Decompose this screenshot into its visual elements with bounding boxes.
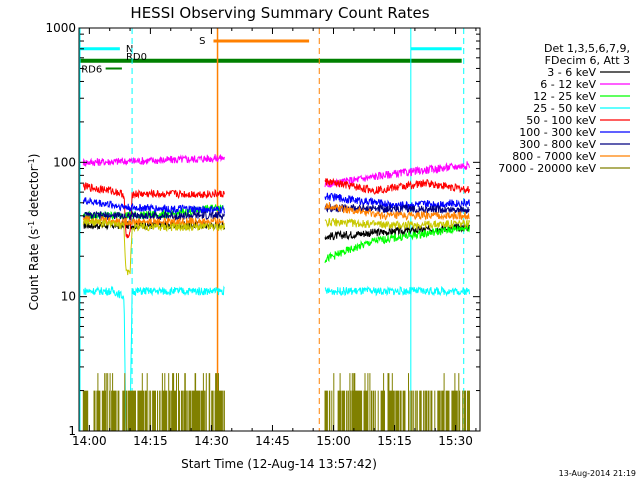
legend-label: 6 - 12 keV (540, 78, 596, 91)
y-axis-title-main: Count Rate (s (27, 229, 41, 311)
chart-title: HESSI Observing Summary Count Rates (130, 4, 429, 22)
legend-header-line1: Det 1,3,5,6,7,9, (544, 42, 630, 55)
series-unlabeled-yellow (82, 218, 470, 276)
series-segment-before (82, 218, 225, 276)
y-axis-title: Count Rate (s-1 detector-1) (27, 154, 42, 311)
series-segment-before (82, 215, 225, 228)
legend-label: 800 - 7000 keV (512, 150, 596, 163)
x-tick-label: 14:15 (133, 434, 168, 448)
rd-label-rd0: RD0 (126, 52, 147, 63)
legend-label: 3 - 6 keV (547, 66, 596, 79)
series-segment-before (82, 182, 225, 239)
legend-entry: 3 - 6 keV (547, 66, 630, 79)
series-7000-20000kev (82, 373, 470, 431)
legend-entry: 100 - 300 keV (519, 126, 630, 139)
legend-label: 12 - 25 keV (533, 90, 596, 103)
night-label: S (199, 36, 205, 47)
axes: 14:00 14:15 14:30 14:45 15:00 15:15 15:30 1 10 10… (45, 21, 480, 448)
series-layer (82, 154, 470, 432)
legend-entry: 7000 - 20000 keV (498, 162, 630, 175)
x-tick-label: 15:00 (316, 434, 351, 448)
series-segment-after (324, 285, 470, 297)
footer-timestamp: 13-Aug-2014 21:19 (559, 469, 636, 478)
legend-label: 50 - 100 keV (526, 114, 596, 127)
x-tick-label: 15:30 (438, 434, 473, 448)
legend-label: 100 - 300 keV (519, 126, 596, 139)
legend-entry: 800 - 7000 keV (512, 150, 630, 163)
legend-entry: 12 - 25 keV (533, 90, 630, 103)
legend-entry: 6 - 12 keV (540, 78, 630, 91)
y-axis-title-sup1: -1 (27, 221, 36, 229)
series-segment-after (324, 224, 470, 264)
y-axis-title-sup2: -1 (27, 158, 36, 166)
legend-label: 7000 - 20000 keV (498, 162, 596, 175)
series-segment-after (324, 218, 470, 231)
series-segment-after (324, 177, 470, 196)
series-50-100kev (82, 177, 470, 239)
legend-entry: 300 - 800 keV (519, 138, 630, 151)
y-tick-label: 1000 (45, 21, 76, 35)
series-segment-before (82, 373, 225, 431)
plot-frame (78, 27, 481, 432)
legend-label: 300 - 800 keV (519, 138, 596, 151)
series-segment-after (324, 161, 470, 189)
x-tick-label: 14:45 (255, 434, 290, 448)
y-axis-title-mid: detector (27, 166, 41, 221)
legend-entry: 25 - 50 keV (533, 102, 630, 115)
series-25-50kev (82, 285, 470, 432)
series-6-12kev (82, 154, 470, 189)
saa-label: N (126, 44, 133, 55)
y-tick-label: 10 (61, 290, 76, 304)
y-axis-title-end: ) (27, 154, 41, 159)
legend-header-line2: FDecim 6, Att 3 (545, 54, 630, 67)
x-tick-label: 14:30 (194, 434, 229, 448)
series-segment-after (324, 201, 470, 221)
legend-entry: 50 - 100 keV (526, 114, 630, 127)
y-tick-label: 100 (53, 155, 76, 169)
series-800-7000kev (82, 201, 470, 228)
legend-label: 25 - 50 keV (533, 102, 596, 115)
x-tick-label: 15:15 (377, 434, 412, 448)
x-axis-title: Start Time (12-Aug-14 13:57:42) (181, 457, 377, 471)
legend: Det 1,3,5,6,7,9, FDecim 6, Att 3 3 - 6 k… (498, 42, 630, 175)
series-segment-before (82, 154, 225, 168)
series-segment-after (324, 373, 470, 431)
y-tick-label: 1 (68, 424, 76, 438)
series-segment-before (82, 285, 225, 432)
series-segment-before (82, 197, 225, 215)
x-tick-label: 14:00 (72, 434, 107, 448)
rd-label-rd6: RD6 (81, 64, 102, 75)
